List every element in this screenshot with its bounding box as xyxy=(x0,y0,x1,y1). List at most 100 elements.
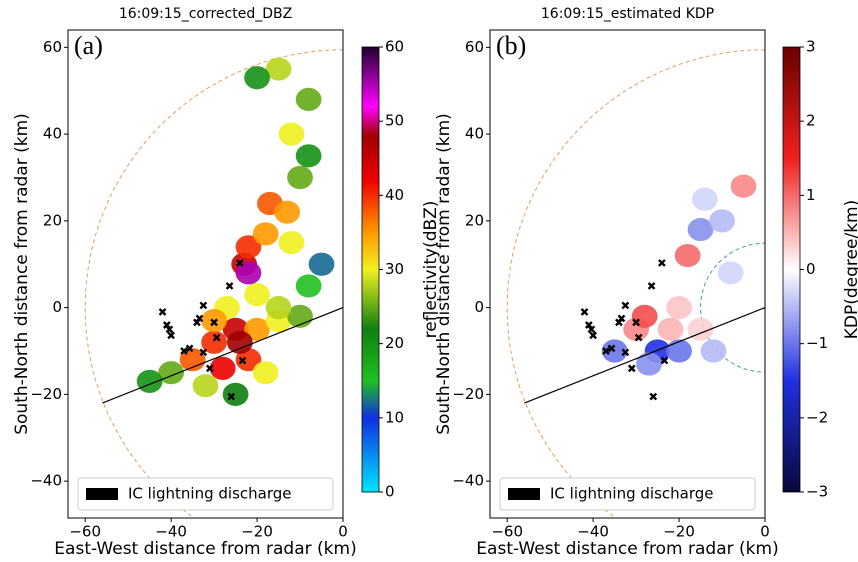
panel: −60 −40 −20 0−40−20020406016:09:15_estimate… xyxy=(434,6,858,559)
radial-line xyxy=(524,307,765,404)
x-tick-label: 0 xyxy=(338,523,348,541)
echo-cell xyxy=(666,296,692,320)
plot-area xyxy=(506,49,765,518)
lightning-marker xyxy=(647,282,656,290)
echo-cell xyxy=(226,330,253,354)
colorbar-tick-label: 50 xyxy=(385,112,404,130)
lightning-marker xyxy=(660,356,669,365)
echo-cell xyxy=(709,209,735,233)
legend-box xyxy=(77,477,334,511)
x-axis-label: East-West distance from radar (km) xyxy=(54,539,356,559)
legend-swatch xyxy=(508,488,540,500)
y-axis-label: South-North distance from radar (km) xyxy=(12,113,32,435)
lightning-marker xyxy=(180,347,188,355)
echo-cell xyxy=(265,57,292,81)
legend-swatch xyxy=(86,488,118,500)
lightning-marker xyxy=(602,347,610,355)
echo-cell xyxy=(201,330,227,354)
y-tick-label: 60 xyxy=(43,38,62,56)
lightning-marker xyxy=(205,364,214,373)
x-tick-label: −60 xyxy=(491,523,523,541)
lightning-marker xyxy=(615,318,623,327)
lightning-marker xyxy=(621,301,630,310)
y-tick-label: 60 xyxy=(465,38,484,56)
colorbar-tick-label: −3 xyxy=(806,483,828,501)
colorbar-tick-label: 10 xyxy=(385,408,404,426)
echo-cell xyxy=(287,165,313,190)
echo-cell xyxy=(192,374,219,398)
lightning-marker xyxy=(607,344,616,353)
lightning-marker xyxy=(193,318,201,327)
y-tick-label: 40 xyxy=(43,125,62,143)
echo-cell xyxy=(295,87,322,112)
lightning-marker xyxy=(627,364,636,373)
legend-label: IC lightning discharge xyxy=(550,485,713,503)
echo-cell xyxy=(278,230,305,255)
colorbar-tick-label: 0 xyxy=(806,260,816,278)
colorbar-tick-label: −2 xyxy=(806,408,828,426)
panel: −60 −40 −20 0 −40 −20 0 20 40 60 16:09:15_correcte… xyxy=(12,6,441,559)
colorbar-tick-label: 2 xyxy=(806,112,816,130)
echo-cell xyxy=(252,222,279,246)
lightning-marker xyxy=(649,392,658,401)
lightning-marker xyxy=(227,392,236,401)
lightning-marker xyxy=(158,308,167,316)
colorbar-tick-label: 0 xyxy=(385,483,395,501)
echo-cell xyxy=(295,274,322,298)
lightning-marker xyxy=(185,344,194,353)
echo-cell xyxy=(674,243,701,268)
plot-area xyxy=(84,49,343,518)
lightning-marker xyxy=(589,331,597,340)
axes-frame xyxy=(489,29,766,519)
lightning-marker xyxy=(634,333,643,342)
echo-cell xyxy=(244,317,270,341)
echo-cell xyxy=(636,352,662,376)
lightning-marker xyxy=(236,259,244,267)
echo-cell xyxy=(308,252,335,276)
lightning-marker xyxy=(167,331,175,340)
echo-cell xyxy=(252,361,279,385)
echo-cell xyxy=(657,317,684,341)
y-tick-label: −40 xyxy=(452,472,484,490)
lightning-marker xyxy=(587,325,596,334)
echo-cell xyxy=(201,309,227,333)
y-tick-label: 40 xyxy=(465,125,484,143)
x-tick-label: −40 xyxy=(155,523,187,541)
colorbar-label: KDP(degree/km) xyxy=(842,200,858,339)
echo-cell xyxy=(631,304,658,328)
y-tick-label: −40 xyxy=(30,472,62,490)
lightning-marker xyxy=(162,321,171,329)
echo-cell xyxy=(691,187,718,211)
colorbar xyxy=(361,46,380,493)
legend-box xyxy=(499,477,756,511)
x-tick-label: 0 xyxy=(760,523,770,541)
panel-label: (a) xyxy=(74,31,103,60)
colorbar-tick-label: −1 xyxy=(806,334,828,352)
chart-title: 16:09:15_estimated KDP xyxy=(541,6,714,22)
colorbar xyxy=(782,46,801,493)
lightning-marker xyxy=(212,333,221,342)
y-tick-label: 20 xyxy=(43,211,62,229)
echo-cell xyxy=(235,235,262,259)
axes-frame xyxy=(67,29,344,519)
echo-cell xyxy=(235,261,262,285)
echo-cell xyxy=(730,174,757,198)
colorbar-label: reflectivity(dBZ) xyxy=(421,201,441,339)
colorbar-tick-label: 30 xyxy=(385,260,404,278)
lightning-marker xyxy=(632,318,640,327)
y-tick-label: 0 xyxy=(52,298,62,316)
echo-cell xyxy=(295,144,322,168)
lightning-marker xyxy=(658,259,666,267)
colorbar-tick-label: 20 xyxy=(385,334,404,352)
colorbar-tick-label: 60 xyxy=(385,38,404,56)
echo-cell xyxy=(666,339,692,363)
y-tick-label: 20 xyxy=(465,211,484,229)
echo-cell xyxy=(274,200,301,224)
echo-cell xyxy=(700,339,727,363)
echo-cell xyxy=(717,261,744,285)
lightning-marker xyxy=(238,356,247,365)
colorbar-tick-label: 40 xyxy=(385,186,404,204)
echo-cell xyxy=(244,66,270,90)
radial-line xyxy=(102,307,343,404)
